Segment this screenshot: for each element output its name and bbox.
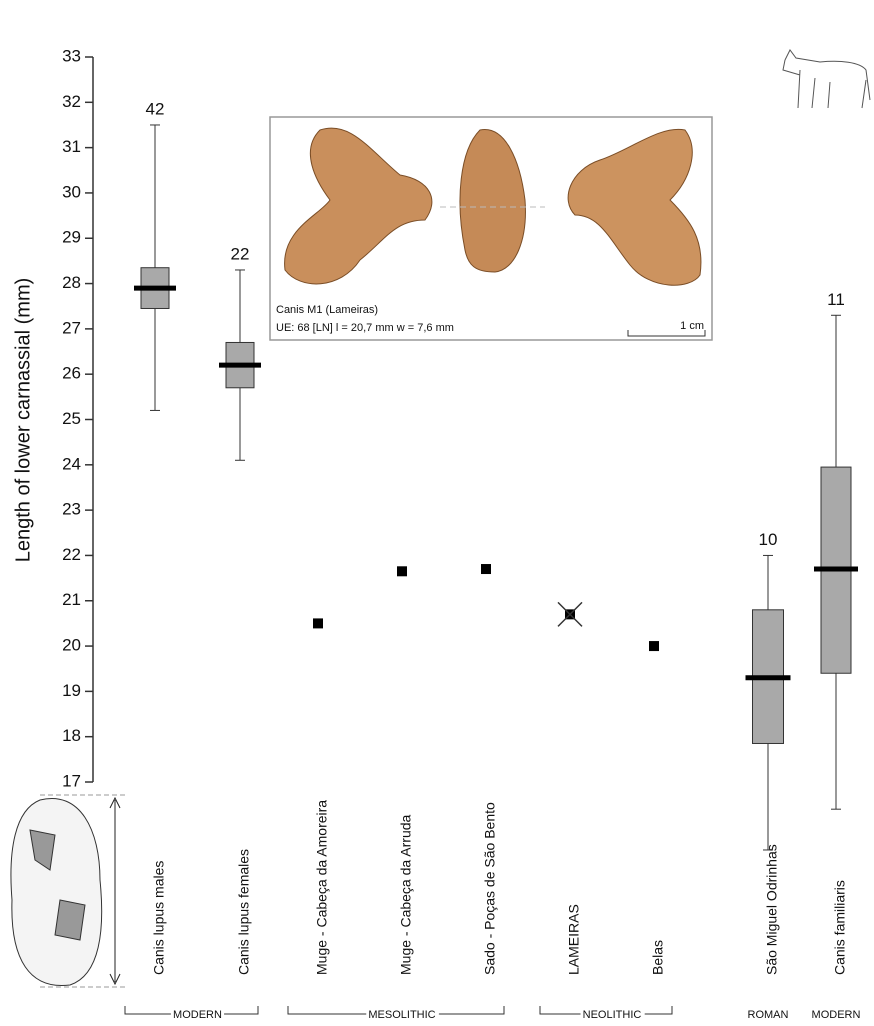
x-tick-label: São Miguel Odrinhas [764,844,780,975]
x-tick-label: LAMEIRAS [566,904,582,975]
y-tick-label: 32 [62,92,81,111]
wolf-icon [782,49,871,109]
period-label: ROMAN [748,1009,789,1021]
n-label: 10 [759,530,778,549]
point-cross [557,601,583,627]
tooth-photo [284,127,433,285]
y-tick-label: 22 [62,545,81,564]
point [397,566,407,577]
y-tick-label: 29 [62,228,81,247]
point [649,641,659,652]
x-tick-label: Canis lupus females [236,849,252,975]
y-tick-label: 26 [62,364,81,383]
y-tick-label: 24 [62,454,81,473]
inset-scale: 1 cm [680,320,704,332]
period-label: NEOLITHIC [583,1009,642,1021]
tooth-photo [459,129,526,273]
y-tick-label: 30 [62,182,81,201]
y-tick-label: 31 [62,137,81,156]
x-tick-label: Canis familiaris [832,880,848,975]
period-bracket [287,1006,505,1015]
point [481,564,491,575]
y-tick-label: 33 [62,46,81,65]
y-tick-label: 20 [62,636,81,655]
tooth-drawing [10,794,125,988]
period-bracket [124,1006,259,1015]
inset-detail: UE: 68 [LN] l = 20,7 mm w = 7,6 mm [276,322,454,334]
period-label: MODERN [812,1009,861,1021]
inset-caption: Canis M1 (Lameiras) [276,304,378,316]
x-tick-label: Belas [650,940,666,975]
y-tick-label: 17 [62,771,81,790]
period-label: MODERN [173,1009,222,1021]
x-tick-label: Muge - Cabeça da Arruda [398,814,414,975]
inset: Canis M1 (Lameiras) UE: 68 [LN] l = 20,7… [269,116,713,341]
period-bracket [539,1006,673,1015]
scale-bar [627,330,706,337]
y-tick-label: 18 [62,726,81,745]
y-tick-label: 21 [62,590,81,609]
y-tick-label: 19 [62,681,81,700]
y-tick-label: 28 [62,273,81,292]
x-tick-label: Canis lupus males [151,861,167,975]
point [313,618,323,629]
n-label: 42 [146,99,165,118]
y-tick-label: 23 [62,500,81,519]
y-axis-label: Length of lower carnassial (mm) [12,278,34,563]
y-tick-label: 25 [62,409,81,428]
x-tick-label: Muge - Cabeça da Amoreira [314,800,330,975]
tooth-photo [567,128,702,286]
y-tick-label: 27 [62,318,81,337]
period-label: MESOLITHIC [368,1009,435,1021]
n-label: 22 [231,244,250,263]
x-tick-label: Sado - Poças de São Bento [482,802,498,975]
n-label: 11 [827,290,845,309]
